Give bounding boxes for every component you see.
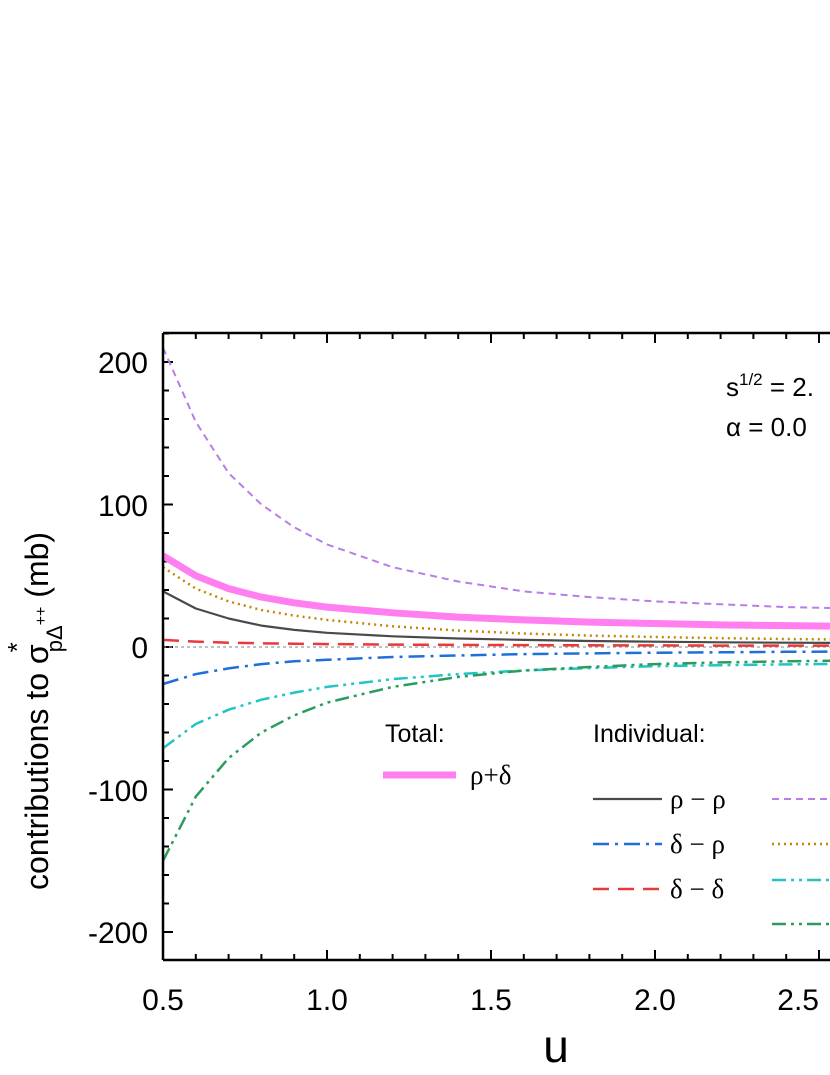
energy-annotation-value: = 2.	[763, 372, 814, 402]
alpha-annotation: α = 0.0	[726, 412, 807, 442]
energy-annotation: s1/2 = 2.	[726, 370, 814, 402]
y-tick-label: -200	[88, 917, 148, 950]
series-lines	[161, 347, 830, 862]
y-axis-title: contributions to σ* pΔ++ (mb)	[2, 532, 67, 890]
legend-label-total: ρ+δ	[470, 760, 511, 790]
series-line-6	[162, 662, 830, 750]
x-tick-label: 2.5	[777, 984, 819, 1017]
series-line-7	[161, 659, 830, 862]
energy-annotation-symbol: s	[726, 372, 739, 402]
series-line-4	[162, 347, 830, 610]
y-tick-label: 0	[131, 632, 148, 665]
legend-total-header: Total:	[385, 720, 445, 748]
y-axis-title-superscript: *	[2, 642, 32, 652]
x-tick-label: 2.0	[634, 984, 676, 1017]
series-line-3	[162, 638, 830, 647]
x-tick-label: 1.5	[470, 984, 512, 1017]
y-axis-title-units: (mb)	[19, 532, 55, 598]
legend-label-rho-rho: ρ − ρ	[670, 784, 726, 814]
legend-label-delta-delta: δ − δ	[670, 874, 724, 904]
y-axis-title-subscript: pΔ	[42, 625, 67, 652]
series-line-2	[162, 650, 830, 686]
legend-label-delta-rho: δ − ρ	[670, 829, 725, 859]
y-tick-label: 100	[98, 490, 148, 523]
y-axis-title-subscript-sup: ++	[33, 607, 50, 626]
series-line-1	[162, 590, 830, 645]
x-tick-label: 1.0	[306, 984, 348, 1017]
legend-individual-header: Individual:	[593, 720, 706, 748]
x-axis-title: u	[543, 1020, 569, 1072]
y-tick-label: -100	[88, 775, 148, 808]
y-tick-label: 200	[98, 347, 148, 380]
y-axis-title-main: contributions to σ	[19, 644, 55, 890]
energy-annotation-sup: 1/2	[739, 370, 763, 389]
series-line-0	[161, 552, 830, 630]
x-tick-label: 0.5	[142, 984, 184, 1017]
